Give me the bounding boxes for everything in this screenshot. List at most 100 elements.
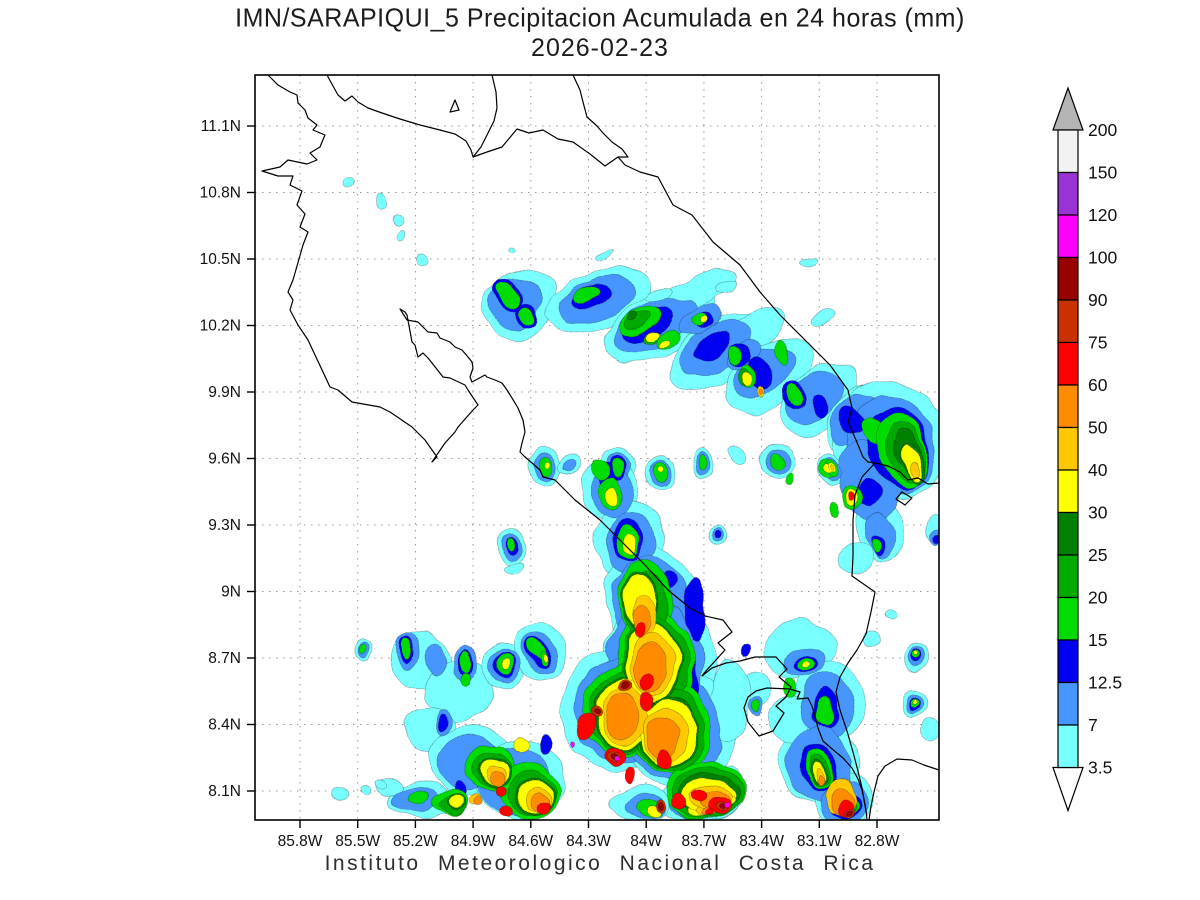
precip-cell [776,337,790,363]
precip-cell [811,393,829,417]
precip-cell [870,538,882,554]
precip-cell [739,643,751,657]
precip-cell [913,652,919,658]
precip-cell [538,734,552,756]
precip-cell [623,766,637,784]
precip-cell [591,459,609,481]
page-title: IMN/SARAPIQUI_5 Precipitacion Acumulada … [235,3,965,33]
precip-cell [610,456,626,478]
precip-cell [414,250,430,266]
x-tick-label: 83.1W [797,833,842,850]
precip-cell [376,776,390,788]
precip-cell [814,695,836,729]
precip-cell [606,486,618,504]
precip-cell [331,788,349,802]
coastline-path [326,74,498,158]
x-tick-label: 84.9W [451,833,496,850]
y-tick-label: 9N [221,584,241,601]
colorbar-cell [1057,681,1079,726]
colorbar-cell [1057,214,1079,259]
precip-cell [784,473,796,487]
colorbar-cell [1057,511,1079,556]
precip-cell [921,719,939,741]
precip-cell [426,641,446,675]
precip-cell [407,789,429,807]
coastline-path [261,74,868,821]
coastline-path [572,74,940,485]
precip-cell [701,317,709,325]
y-tick-label: 9.9N [208,384,241,401]
precip-cell [815,776,823,788]
colorbar-cell [1057,426,1079,471]
precip-cell [538,798,552,812]
precip-cell [656,749,674,771]
colorbar-arrow-top [1052,86,1084,131]
precip-cell [693,788,707,802]
precip-cell [886,611,900,623]
precip-cell [723,801,731,809]
precip-cell [542,458,550,468]
precip-cell [575,712,595,738]
precip-cell [658,802,666,810]
precip-cell [769,451,783,471]
y-tick-label: 8.4N [208,717,241,734]
coastline-path [868,758,940,821]
x-tick-label: 84.6W [508,833,553,850]
x-tick-label: 85.5W [335,833,380,850]
precip-cell [742,373,752,387]
precip-cell [591,709,599,717]
y-tick-label: 9.6N [208,451,241,468]
precip-cell [491,771,507,785]
precip-cell [511,736,529,754]
precip-cell [641,691,655,709]
colorbar-label: 60 [1088,375,1108,395]
precip-cell [800,256,816,266]
precip-cell [801,659,811,669]
x-tick-label: 82.8W [855,833,900,850]
precip-cell [359,643,367,655]
precip-cell [656,341,670,349]
precip-cell [445,793,465,807]
precip-cell [620,681,630,691]
precip-cell [671,792,689,808]
precip-cell [500,657,510,669]
precip-cell [829,464,835,472]
y-tick-label: 11.1N [201,118,241,135]
precip-cell [729,446,751,464]
precip-cell [716,280,740,296]
precip-cell [593,249,613,261]
x-tick-label: 84W [630,833,662,850]
colorbar-label: 20 [1088,588,1108,608]
precip-cell [846,808,852,814]
y-tick-label: 10.2N [200,318,241,335]
colorbar-label: 200 [1088,120,1117,140]
precip-cell [401,639,413,661]
x-tick-label: 83.4W [739,833,784,850]
colorbar-label: 120 [1088,205,1117,225]
y-tick-label: 8.7N [208,650,241,667]
colorbar-label: 3.5 [1088,758,1112,778]
x-tick-label: 83.7W [681,833,726,850]
colorbar-cell [1057,384,1079,429]
precip-cell [634,620,646,640]
precip-cell [506,535,516,551]
y-tick-label: 10.5N [200,251,241,268]
precip-cell [838,404,866,436]
colorbar-arrow-bottom [1052,766,1084,813]
precip-cell [622,533,638,557]
precip-cell [752,700,762,714]
title-date: 2026-02-23 [531,34,669,62]
colorbar-cell [1057,341,1079,386]
precip-cell [933,534,939,546]
precip-cell [836,544,874,576]
precip-cell [612,754,618,760]
coastline-path [472,128,619,167]
colorbar-label: 100 [1088,248,1117,268]
colorbar-label: 75 [1088,333,1107,353]
colorbar-label: 40 [1088,460,1108,480]
x-tick-label: 85.8W [278,833,323,850]
precip-cell [562,459,578,473]
colorbar-cell [1057,129,1079,174]
